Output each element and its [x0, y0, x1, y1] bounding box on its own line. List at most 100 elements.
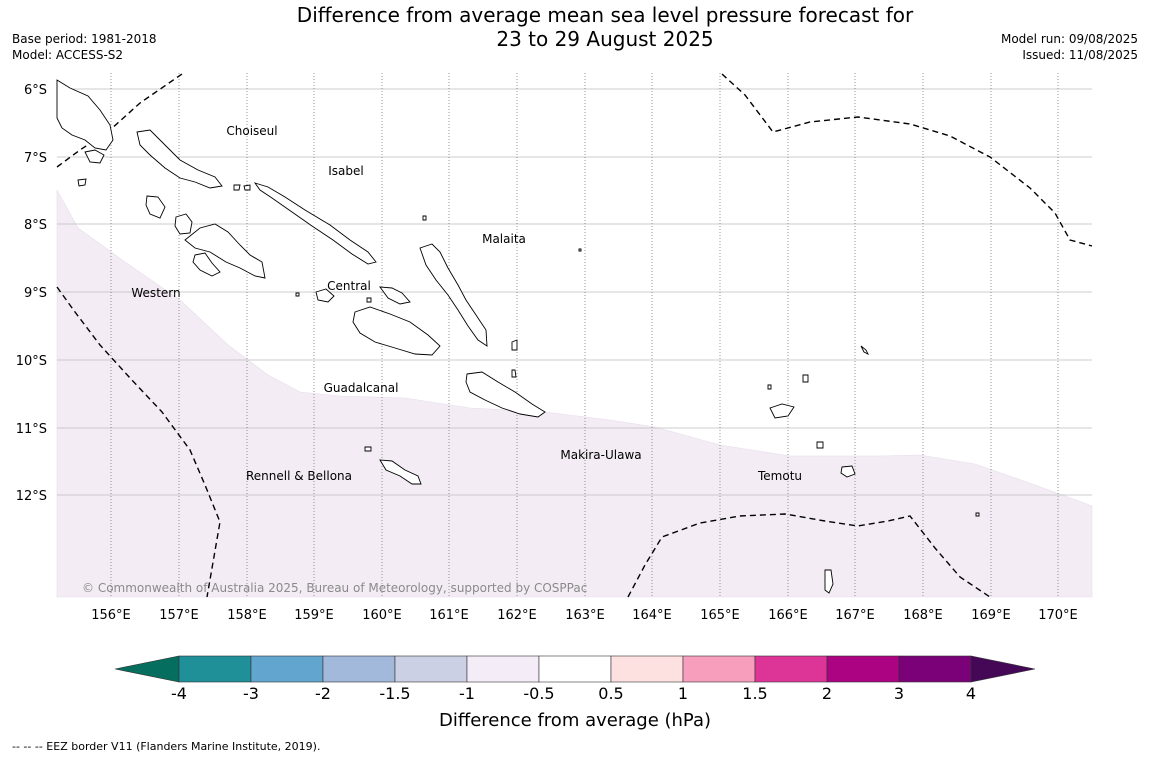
colorbar-tick-label: 4	[966, 684, 976, 703]
colorbar-over-arrow	[970, 655, 1036, 683]
eez-footnote: -- -- -- EEZ border V11 (Flanders Marine…	[12, 740, 321, 753]
lon-tick-label: 162°E	[497, 608, 537, 623]
colorbar-segment	[682, 655, 756, 683]
lon-tick-label: 164°E	[632, 608, 672, 623]
province-label: Isabel	[328, 164, 363, 178]
colorbar-segment	[322, 655, 396, 683]
colorbar-tick-label: 1.5	[742, 684, 767, 703]
colorbar-tick-label: -2	[315, 684, 331, 703]
lon-tick-label: 156°E	[91, 608, 131, 623]
lat-gridlines	[57, 88, 1092, 496]
lon-tick-label: 163°E	[565, 608, 605, 623]
province-label: Malaita	[482, 232, 526, 246]
colorbar-segment	[394, 655, 468, 683]
lon-tick-label: 170°E	[1038, 608, 1078, 623]
copyright-notice: © Commonwealth of Australia 2025, Bureau…	[82, 581, 587, 595]
island-small-10	[511, 369, 517, 378]
island-new-georgia	[184, 223, 266, 279]
colorbar-segment	[250, 655, 324, 683]
lon-tick-label: 157°E	[159, 608, 199, 623]
island-guadalcanal	[352, 306, 441, 356]
lon-tick-label: 159°E	[294, 608, 334, 623]
lon-tick-label: 166°E	[768, 608, 808, 623]
island-small-6	[295, 292, 300, 297]
lon-tick-label: 158°E	[227, 608, 267, 623]
island-small-2	[233, 184, 241, 191]
colorbar-segment	[466, 655, 540, 683]
colorbar-segment	[178, 655, 252, 683]
model-run-label: Model run: 09/08/2025	[1000, 32, 1138, 46]
meta-right: Model run: 09/08/2025 Issued: 11/08/2025	[1001, 31, 1138, 63]
island-choiseul	[136, 129, 223, 189]
colorbar-label: Difference from average (hPa)	[439, 710, 711, 731]
colorbar-tick-label: 0.5	[598, 684, 623, 703]
title-line-1: Difference from average mean sea level p…	[296, 3, 914, 27]
island-small-13	[816, 441, 824, 449]
colorbar-segment	[610, 655, 684, 683]
base-period-label: Base period: 1981-2018	[12, 32, 157, 46]
island-small-11	[802, 374, 809, 383]
lon-tick-label: 161°E	[429, 608, 469, 623]
colorbar-tick-label: 1	[678, 684, 688, 703]
lat-tick-label: 10°S	[16, 354, 47, 369]
colorbar-segment	[898, 655, 972, 683]
lat-tick-label: 11°S	[16, 422, 47, 437]
island-small-8	[511, 339, 518, 351]
island-small-1	[77, 178, 87, 187]
issued-label: Issued: 11/08/2025	[1022, 48, 1138, 62]
province-label: Western	[131, 286, 180, 300]
island-vella-lavella	[145, 195, 166, 219]
chart-title: Difference from average mean sea level p…	[0, 3, 1150, 51]
island-small-14	[975, 512, 980, 517]
island-bellona	[364, 446, 372, 452]
eez-border-south	[627, 513, 991, 598]
colorbar-tick-label: 2	[822, 684, 832, 703]
lon-tick-label: 165°E	[700, 608, 740, 623]
colorbar-segment	[538, 655, 612, 683]
island-rennell	[379, 459, 422, 485]
lat-tick-label: 6°S	[24, 83, 47, 98]
island-kolombangara	[174, 213, 193, 235]
lon-tick-label: 167°E	[835, 608, 875, 623]
colorbar-tick-label: -0.5	[523, 684, 554, 703]
island-nggela	[379, 286, 411, 305]
province-label: Makira-Ulawa	[560, 448, 641, 462]
colorbar-tick-label: -1	[459, 684, 475, 703]
island-isabel	[253, 182, 377, 265]
province-label: Central	[327, 279, 371, 293]
island-small-3	[243, 184, 251, 191]
island-utupua	[840, 465, 856, 478]
island-makira	[465, 371, 546, 418]
island-anuta	[824, 569, 834, 594]
title-line-2: 23 to 29 August 2025	[496, 27, 714, 51]
island-small-12	[767, 384, 772, 390]
province-label: Temotu	[757, 469, 802, 483]
coastlines	[56, 79, 980, 594]
meta-left: Base period: 1981-2018 Model: ACCESS-S2	[12, 31, 157, 63]
lat-tick-label: 7°S	[24, 151, 47, 166]
province-label: Choiseul	[226, 124, 277, 138]
eez-border-southwest	[56, 286, 221, 598]
island-small-9	[860, 345, 870, 356]
colorbar-tick-label: -3	[243, 684, 259, 703]
colorbar-segment	[826, 655, 900, 683]
lon-tick-label: 160°E	[362, 608, 402, 623]
lon-tick-label: 169°E	[971, 608, 1011, 623]
colorbar-tick-label: -4	[171, 684, 187, 703]
colorbar-under-arrow	[114, 655, 180, 683]
model-label: Model: ACCESS-S2	[12, 48, 124, 62]
island-buka-shortland	[84, 149, 105, 164]
island-small-5	[578, 248, 582, 252]
colorbar-segment	[754, 655, 828, 683]
lat-tick-label: 12°S	[16, 489, 47, 504]
colorbar-tick-label: 3	[894, 684, 904, 703]
island-small-7	[366, 297, 372, 303]
colorbar-tick-label: -1.5	[379, 684, 410, 703]
island-bougainville	[56, 79, 114, 151]
lat-tick-label: 9°S	[24, 286, 47, 301]
island-santa-cruz	[769, 403, 795, 419]
island-russell	[315, 288, 335, 303]
lon-tick-label: 168°E	[903, 608, 943, 623]
province-label: Guadalcanal	[324, 381, 399, 395]
